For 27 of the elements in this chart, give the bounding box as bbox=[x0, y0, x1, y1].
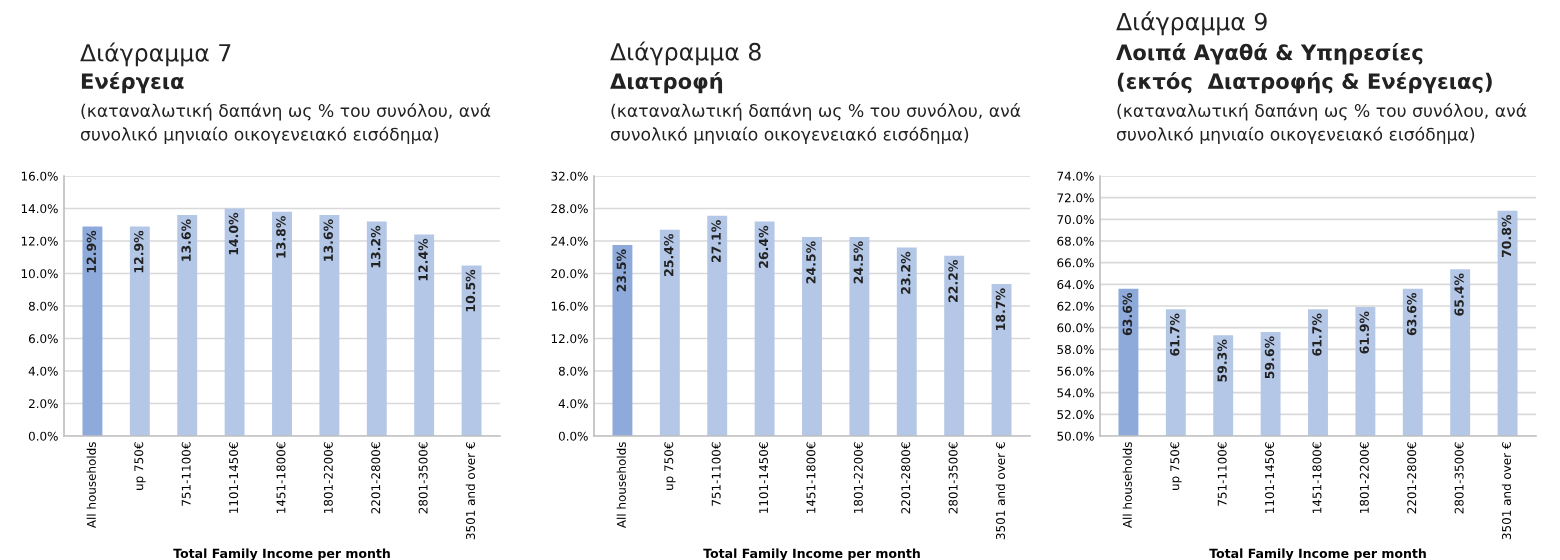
chart-title: Διάγραμμα 8 bbox=[610, 41, 761, 66]
chart-title: Διάγραμμα 7 bbox=[80, 42, 231, 67]
bar bbox=[896, 247, 917, 436]
bar bbox=[659, 229, 680, 436]
bar bbox=[414, 234, 435, 436]
bar bbox=[461, 265, 482, 436]
bar bbox=[224, 208, 245, 436]
chart-subtitle: Διατροφή bbox=[610, 71, 723, 94]
bar bbox=[754, 221, 775, 436]
bar bbox=[612, 245, 633, 436]
text: (καταναλωτική δαπάνη ως % του συνόλου, ανά συνολικό μηνιαίο οικογενειακό εισόδημα) bbox=[1116, 103, 1527, 144]
bar bbox=[849, 236, 870, 436]
bar bbox=[129, 226, 150, 436]
text: (καταναλωτική δαπάνη ως % του συνόλου, ανά συνολικό μηνιαίο οικογενειακό εισόδημα) bbox=[610, 103, 1021, 144]
bar bbox=[802, 236, 822, 436]
bar bbox=[366, 221, 387, 436]
chart-subtitle: Λοιπά Αγαθά & Υπηρεσίες (εκτός Διατροφής & Ενέργειας) bbox=[1116, 43, 1492, 94]
bar bbox=[944, 255, 965, 436]
chart-subtitle: Ενέργεια bbox=[81, 71, 184, 94]
chart-title: Διάγραμμα 9 bbox=[1116, 11, 1267, 36]
bar bbox=[991, 284, 1012, 436]
bar bbox=[82, 226, 103, 436]
bar bbox=[707, 215, 728, 436]
bar bbox=[177, 215, 198, 436]
text: (καταναλωτική δαπάνη ως % του συνόλου, ανά συνολικό μηνιαίο οικογενειακό εισόδημα) bbox=[80, 103, 491, 144]
bar bbox=[272, 211, 292, 436]
bar bbox=[319, 215, 340, 436]
